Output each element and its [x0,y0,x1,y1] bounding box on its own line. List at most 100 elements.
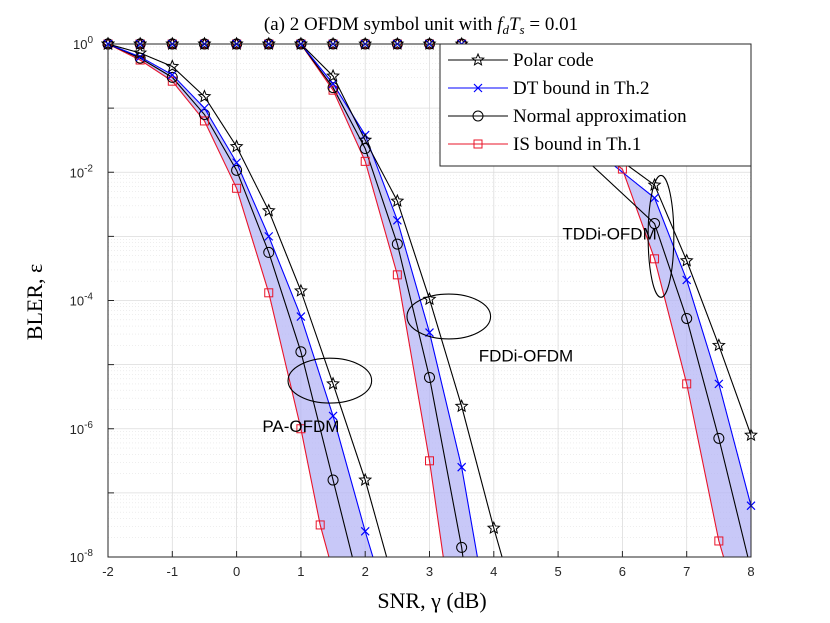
x-tick-label: -2 [102,564,114,579]
marker-star [390,193,405,208]
marker-star [486,520,501,535]
marker-star [261,203,276,217]
group-ellipse [406,293,492,340]
marker-circle [456,541,468,553]
marker-star [133,36,148,50]
marker-circle [472,110,484,122]
marker-x [682,275,692,285]
marker-star [261,36,276,50]
marker-star [711,338,726,352]
marker-x [360,526,370,536]
series-line-dt [108,44,751,509]
legend-box [439,43,752,167]
y-axis-label: BLER, ε [22,264,47,340]
marker-square [682,379,692,389]
marker-star [326,36,341,50]
marker-star [326,68,340,82]
marker-circle [424,371,435,383]
marker-square [650,254,660,264]
marker-square [264,288,274,298]
marker-x [328,79,338,89]
marker-star [358,36,373,50]
series-line-na [108,44,353,557]
marker-x [264,231,274,241]
marker-circle [713,432,725,444]
legend-label-na: Normal approximation [513,106,687,127]
x-tick-label: 7 [683,564,690,579]
marker-x [714,379,724,389]
marker-circle [134,52,146,64]
y-tick-label: 10-6 [70,420,94,437]
confidence-bands [108,44,751,557]
marker-circle [327,82,339,94]
legend-label-dt: DT bound in Th.2 [513,78,650,99]
marker-star [229,36,244,50]
marker-x [328,411,338,421]
marker-star [293,36,308,50]
legend: Polar code DT bound in Th.2 Normal approxi… [439,43,752,167]
band-fddi-ofdm [108,44,478,557]
marker-star [358,472,373,486]
x-tick-label: 6 [619,564,626,579]
marker-circle [649,218,661,230]
y-tick-label: 10-4 [70,292,94,309]
x-axis-label: SNR, γ (dB) [377,588,486,613]
legend-label-is: IS bound in Th.1 [513,134,641,155]
marker-star [165,59,180,73]
x-tick-label: 4 [490,564,497,579]
marker-star [471,52,485,66]
group-annotations: PA-OFDM FDDi-OFDM TDDi-OFDM [262,225,656,436]
x-tick-label: 5 [554,564,561,579]
marker-square [315,520,325,530]
marker-star [165,36,180,50]
marker-star [293,283,308,297]
y-axis-ticks: 100 10-2 10-4 10-6 10-8 [70,35,114,565]
x-tick-label: -1 [167,564,179,579]
marker-star [326,376,340,390]
marker-square [473,139,483,149]
series-line-is [108,44,330,557]
marker-x [200,103,209,113]
series-line-is [108,44,725,557]
x-tick-label: 1 [297,564,304,579]
marker-x [296,312,306,321]
marker-square [392,270,402,280]
marker-square [232,183,242,193]
series-line-dt [108,44,374,557]
x-axis-ticks: -2 -1 0 1 2 3 4 5 6 7 8 [102,551,755,579]
x-tick-label: 0 [233,564,240,579]
marker-star [647,177,662,191]
marker-x [167,70,177,80]
marker-circle [327,474,339,486]
group-ellipse [287,357,373,404]
marker-circle [681,312,693,324]
marker-circle [359,143,371,155]
series-line-polar [108,44,503,557]
marker-square [167,76,177,86]
marker-x [392,215,402,225]
marker-x [473,83,483,93]
annotation-label: PA-OFDM [262,417,339,436]
marker-square [360,156,370,166]
marker-square [296,424,306,434]
series-line-polar [108,44,751,438]
annotation-label: FDDi-OFDM [479,346,573,365]
annotation-label: TDDi-OFDM [562,225,656,244]
marker-star [422,36,437,50]
y-tick-label: 100 [73,35,93,52]
y-tick-label: 10-2 [70,163,94,180]
series-line-na [108,44,749,557]
x-tick-label: 8 [747,564,754,579]
marker-square [714,536,724,546]
series-line-polar [108,44,388,557]
band-pa-ofdm [108,44,373,557]
marker-x [457,462,467,472]
chart-title: (a) 2 OFDM symbol unit with fdTs = 0.01 [264,14,578,37]
marker-star [197,36,212,50]
marker-star [422,291,437,306]
marker-circle [198,109,210,121]
marker-circle [231,164,243,176]
marker-star [229,139,244,153]
marker-circle [295,346,307,358]
